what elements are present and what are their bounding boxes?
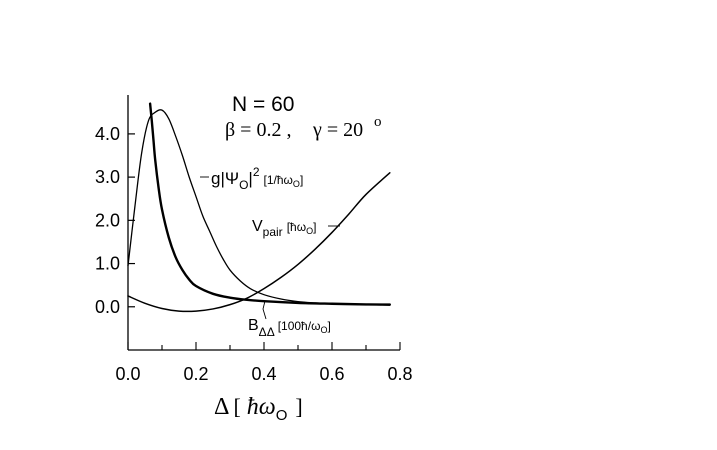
- b-label-main: B: [248, 317, 259, 334]
- x-axis-label-hbar: ħω: [247, 394, 276, 420]
- y-tick-label: 0.0: [95, 297, 120, 317]
- vpair-label-unit: [ħω: [287, 220, 306, 234]
- x-tick-label: 0.0: [115, 364, 140, 384]
- x-tick-label: 0.2: [183, 364, 208, 384]
- y-ticks: [128, 133, 135, 308]
- psi-label-unit-end: ]: [300, 173, 303, 187]
- psi-label-sup: 2: [253, 165, 260, 179]
- b-label-unit: [100ħ/ω: [278, 319, 321, 333]
- b-label-unit-sub: O: [320, 325, 327, 335]
- x-tick-label: 0.4: [251, 364, 276, 384]
- y-tick-label: 2.0: [95, 210, 120, 230]
- vpair-label-unit-sub: O: [306, 226, 313, 236]
- b-label-unit-end: ]: [327, 319, 330, 333]
- params-beta: β = 0.2 ,: [225, 119, 291, 141]
- y-tick-labels: 0.0 1.0 2.0 3.0 4.0: [95, 124, 120, 317]
- vpair-label: Vpair [ħωO]: [252, 218, 316, 239]
- x-tick-label: 0.6: [319, 364, 344, 384]
- x-axis-label-delta: Δ: [214, 394, 229, 420]
- series-v-pair: [127, 172, 391, 313]
- x-tick-label: 0.8: [387, 364, 412, 384]
- psi-label: g|ΨO|2[1/ħωO]: [211, 165, 303, 192]
- b-label: BΔΔ [100ħ/ωO]: [248, 317, 331, 339]
- psi-label-unit: [1/ħω: [264, 173, 293, 187]
- vpair-label-unit-end: ]: [313, 220, 316, 234]
- b-label-leader: [262, 300, 267, 320]
- psi-label-unit-sub: O: [293, 179, 300, 189]
- series-group: [127, 102, 391, 313]
- series-b-delta-delta: [148, 102, 391, 306]
- x-axis-label-close: ]: [295, 394, 302, 419]
- vpair-label-main: V: [252, 218, 263, 235]
- psi-label-main: g|Ψ: [211, 169, 239, 188]
- params-gamma-sup: o: [374, 114, 382, 130]
- b-label-sub: ΔΔ: [259, 325, 275, 339]
- x-axis-label-sub: O: [276, 407, 288, 424]
- psi-label-sub: O: [239, 178, 248, 192]
- x-axis-label: Δ[ ħωO]: [214, 394, 303, 424]
- chart-title: N = 60: [232, 93, 294, 116]
- x-tick-labels: 0.0 0.2 0.4 0.6 0.8: [115, 364, 412, 384]
- vpair-label-sub: pair: [263, 225, 283, 239]
- x-axis-label-open: [: [233, 394, 240, 419]
- psi-label-tail: |: [248, 169, 252, 188]
- y-tick-label: 3.0: [95, 167, 120, 187]
- y-tick-label: 4.0: [95, 124, 120, 144]
- params-gamma: γ = 20: [312, 119, 363, 141]
- x-ticks: [127, 342, 401, 350]
- y-tick-label: 1.0: [95, 254, 120, 274]
